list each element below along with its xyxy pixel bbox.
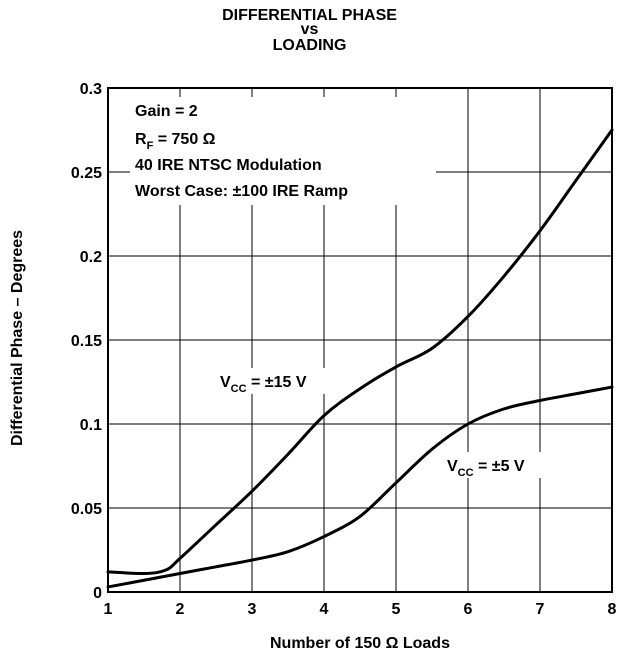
conditions-box: [130, 97, 436, 205]
x-tick-label: 6: [464, 601, 473, 618]
grid-layer: [108, 88, 612, 592]
y-tick-label: 0.2: [80, 249, 102, 266]
y-axis-title: Differential Phase – Degrees: [9, 230, 26, 446]
series-layer: [106, 128, 614, 589]
x-tick-label: 1: [104, 601, 113, 618]
x-tick-label: 2: [176, 601, 185, 618]
condition-rf: RF = 750 Ω: [135, 131, 216, 152]
chart-title: DIFFERENTIAL PHASE: [222, 7, 397, 24]
y-tick-label: 0.1: [80, 417, 102, 434]
plot-frame: [107, 87, 613, 593]
y-tick-label: 0.05: [71, 501, 102, 518]
tick-layer: 1 2 3 4 5 6 7 8 0 0.05 0.1 0.15 0.2 0.25 0.3: [71, 81, 617, 618]
y-tick-label: 0: [93, 585, 102, 602]
chart-title-line3: LOADING: [272, 37, 347, 54]
x-tick-label: 4: [320, 601, 329, 618]
condition-worst-case: Worst Case: ±100 IRE Ramp: [135, 183, 348, 200]
y-tick-label: 0.25: [71, 165, 102, 182]
label-bg-5: [441, 452, 561, 478]
label-bg-15: [214, 368, 344, 394]
x-tick-label: 5: [392, 601, 401, 618]
y-tick-label: 0.3: [80, 81, 102, 98]
x-tick-label: 8: [608, 601, 617, 618]
y-tick-label: 0.15: [71, 333, 102, 350]
condition-gain: Gain = 2: [135, 103, 198, 120]
x-axis-title: Number of 150 Ω Loads: [270, 635, 450, 652]
condition-modulation: 40 IRE NTSC Modulation: [135, 157, 322, 174]
x-tick-label: 7: [536, 601, 545, 618]
chart-title-vs: vs: [300, 21, 319, 38]
x-tick-label: 3: [248, 601, 257, 618]
series-line-vcc-5: [106, 385, 614, 589]
series-line-vcc-15: [106, 128, 614, 576]
